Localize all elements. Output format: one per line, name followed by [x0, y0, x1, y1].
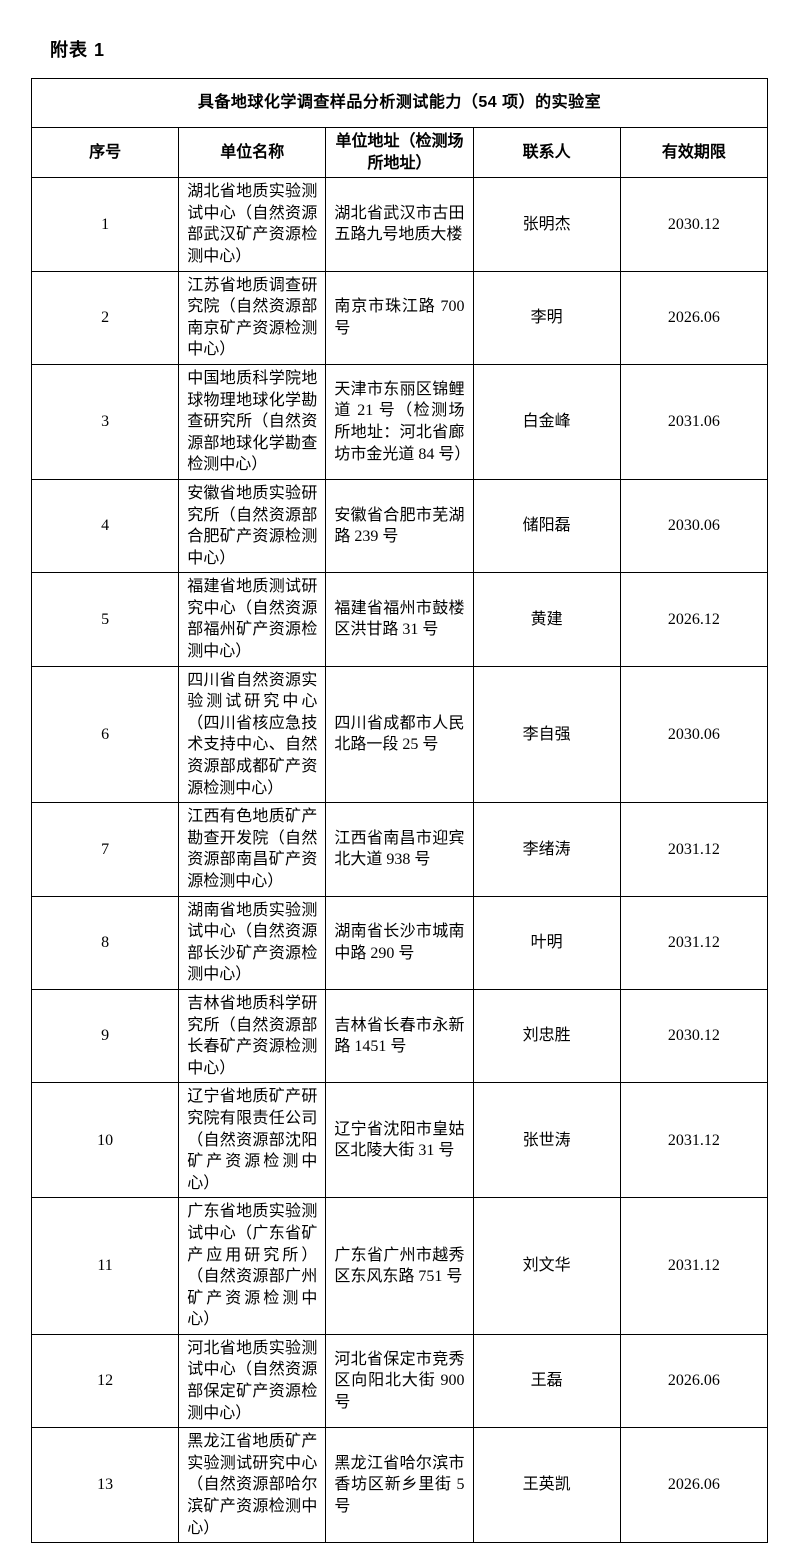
- table-row: 9 吉林省地质科学研究所（自然资源部长春矿产资源检测中心） 吉林省长春市永新路 …: [30, 988, 769, 1084]
- contact-cell: 张世涛: [472, 1082, 621, 1199]
- unit-name-cell: 吉林省地质科学研究所（自然资源部长春矿产资源检测中心）: [178, 988, 327, 1084]
- validity-cell: 2031.06: [619, 363, 769, 480]
- unit-address-cell: 南京市珠江路 700 号: [325, 270, 474, 365]
- validity-cell: 2031.12: [619, 802, 769, 897]
- column-header-name: 单位名称: [178, 126, 327, 179]
- table-row: 10 辽宁省地质矿产研究院有限责任公司（自然资源部沈阳矿产资源检测中心） 辽宁省…: [30, 1082, 769, 1199]
- table-row: 4 安徽省地质实验研究所（自然资源部合肥矿产资源检测中心） 安徽省合肥市芜湖路 …: [30, 478, 769, 574]
- table-title-row: 具备地球化学调查样品分析测试能力（54 项）的实验室: [31, 78, 768, 128]
- unit-address-cell: 广东省广州市越秀区东风东路 751 号: [325, 1197, 474, 1335]
- table-row: 2 江苏省地质调查研究院（自然资源部南京矿产资源检测中心） 南京市珠江路 700…: [30, 270, 769, 365]
- row-index-cell: 10: [30, 1082, 180, 1199]
- row-index-cell: 13: [30, 1427, 180, 1543]
- table-row: 11 广东省地质实验测试中心（广东省矿产应用研究所）（自然资源部广州矿产资源检测…: [30, 1197, 769, 1335]
- unit-name-cell: 河北省地质实验测试中心（自然资源部保定矿产资源检测中心）: [178, 1333, 327, 1429]
- column-header-contact: 联系人: [472, 126, 621, 179]
- row-index-cell: 11: [30, 1197, 180, 1335]
- unit-name-cell: 湖北省地质实验测试中心（自然资源部武汉矿产资源检测中心）: [178, 177, 327, 272]
- unit-name-cell: 福建省地质测试研究中心（自然资源部福州矿产资源检测中心）: [178, 572, 327, 667]
- row-index-cell: 2: [30, 270, 180, 365]
- unit-name-cell: 四川省自然资源实验测试研究中心（四川省核应急技术支持中心、自然资源部成都矿产资源…: [178, 665, 327, 804]
- row-index-cell: 1: [30, 177, 180, 272]
- table-row: 13 黑龙江省地质矿产实验测试研究中心（自然资源部哈尔滨矿产资源检测中心） 黑龙…: [30, 1427, 769, 1543]
- row-index-cell: 7: [30, 802, 180, 897]
- unit-address-cell: 黑龙江省哈尔滨市香坊区新乡里街 5 号: [325, 1427, 474, 1543]
- contact-cell: 李明: [472, 270, 621, 365]
- unit-address-cell: 天津市东丽区锦鲤道 21 号（检测场所地址：河北省廊坊市金光道 84 号）: [325, 363, 474, 480]
- unit-address-cell: 福建省福州市鼓楼区洪甘路 31 号: [325, 572, 474, 667]
- validity-cell: 2031.12: [619, 1082, 769, 1199]
- row-index-cell: 5: [30, 572, 180, 667]
- table-title: 具备地球化学调查样品分析测试能力（54 项）的实验室: [31, 78, 768, 128]
- table-row: 6 四川省自然资源实验测试研究中心（四川省核应急技术支持中心、自然资源部成都矿产…: [30, 665, 769, 804]
- validity-cell: 2026.06: [619, 1427, 769, 1543]
- document-page: { "page": { "label": "附表 1" }, "table": …: [30, 40, 769, 1543]
- unit-address-cell: 湖南省长沙市城南中路 290 号: [325, 895, 474, 990]
- row-index-cell: 4: [30, 478, 180, 574]
- unit-name-cell: 广东省地质实验测试中心（广东省矿产应用研究所）（自然资源部广州矿产资源检测中心）: [178, 1197, 327, 1335]
- contact-cell: 张明杰: [472, 177, 621, 272]
- contact-cell: 李绪涛: [472, 802, 621, 897]
- validity-cell: 2026.06: [619, 270, 769, 365]
- validity-cell: 2030.12: [619, 177, 769, 272]
- unit-address-cell: 四川省成都市人民北路一段 25 号: [325, 665, 474, 804]
- validity-cell: 2031.12: [619, 1197, 769, 1335]
- row-index-cell: 3: [30, 363, 180, 480]
- unit-name-cell: 江苏省地质调查研究院（自然资源部南京矿产资源检测中心）: [178, 270, 327, 365]
- row-index-cell: 9: [30, 988, 180, 1084]
- validity-cell: 2030.06: [619, 478, 769, 574]
- contact-cell: 刘文华: [472, 1197, 621, 1335]
- validity-cell: 2030.12: [619, 988, 769, 1084]
- unit-name-cell: 安徽省地质实验研究所（自然资源部合肥矿产资源检测中心）: [178, 478, 327, 574]
- appendix-label: 附表 1: [50, 40, 106, 60]
- validity-cell: 2026.06: [619, 1333, 769, 1429]
- contact-cell: 李自强: [472, 665, 621, 804]
- table-row: 1 湖北省地质实验测试中心（自然资源部武汉矿产资源检测中心） 湖北省武汉市古田五…: [30, 177, 769, 272]
- table-row: 8 湖南省地质实验测试中心（自然资源部长沙矿产资源检测中心） 湖南省长沙市城南中…: [30, 895, 769, 990]
- table-row: 12 河北省地质实验测试中心（自然资源部保定矿产资源检测中心） 河北省保定市竞秀…: [30, 1333, 769, 1429]
- column-header-row: 序号 单位名称 单位地址（检测场所地址） 联系人 有效期限: [30, 126, 769, 179]
- lab-capability-table: 具备地球化学调查样品分析测试能力（54 项）的实验室 序号 单位名称 单位地址（…: [30, 78, 769, 1543]
- column-header-address: 单位地址（检测场所地址）: [325, 126, 474, 179]
- table-head: 具备地球化学调查样品分析测试能力（54 项）的实验室 序号 单位名称 单位地址（…: [30, 78, 769, 179]
- row-index-cell: 6: [30, 665, 180, 804]
- unit-name-cell: 黑龙江省地质矿产实验测试研究中心（自然资源部哈尔滨矿产资源检测中心）: [178, 1427, 327, 1543]
- contact-cell: 刘忠胜: [472, 988, 621, 1084]
- table-row: 5 福建省地质测试研究中心（自然资源部福州矿产资源检测中心） 福建省福州市鼓楼区…: [30, 572, 769, 667]
- unit-address-cell: 吉林省长春市永新路 1451 号: [325, 988, 474, 1084]
- column-header-no: 序号: [30, 126, 180, 179]
- unit-name-cell: 江西有色地质矿产勘查开发院（自然资源部南昌矿产资源检测中心）: [178, 802, 327, 897]
- table-row: 7 江西有色地质矿产勘查开发院（自然资源部南昌矿产资源检测中心） 江西省南昌市迎…: [30, 802, 769, 897]
- validity-cell: 2030.06: [619, 665, 769, 804]
- unit-address-cell: 湖北省武汉市古田五路九号地质大楼: [325, 177, 474, 272]
- validity-cell: 2031.12: [619, 895, 769, 990]
- validity-cell: 2026.12: [619, 572, 769, 667]
- contact-cell: 黄建: [472, 572, 621, 667]
- unit-name-cell: 辽宁省地质矿产研究院有限责任公司（自然资源部沈阳矿产资源检测中心）: [178, 1082, 327, 1199]
- unit-address-cell: 河北省保定市竞秀区向阳北大街 900 号: [325, 1333, 474, 1429]
- contact-cell: 王磊: [472, 1333, 621, 1429]
- column-header-validity: 有效期限: [619, 126, 769, 179]
- row-index-cell: 8: [30, 895, 180, 990]
- unit-name-cell: 湖南省地质实验测试中心（自然资源部长沙矿产资源检测中心）: [178, 895, 327, 990]
- table-body: 1 湖北省地质实验测试中心（自然资源部武汉矿产资源检测中心） 湖北省武汉市古田五…: [30, 177, 769, 1543]
- unit-address-cell: 江西省南昌市迎宾北大道 938 号: [325, 802, 474, 897]
- contact-cell: 储阳磊: [472, 478, 621, 574]
- unit-address-cell: 辽宁省沈阳市皇姑区北陵大街 31 号: [325, 1082, 474, 1199]
- unit-address-cell: 安徽省合肥市芜湖路 239 号: [325, 478, 474, 574]
- contact-cell: 白金峰: [472, 363, 621, 480]
- unit-name-cell: 中国地质科学院地球物理地球化学勘查研究所（自然资源部地球化学勘查检测中心）: [178, 363, 327, 480]
- contact-cell: 王英凯: [472, 1427, 621, 1543]
- contact-cell: 叶明: [472, 895, 621, 990]
- row-index-cell: 12: [30, 1333, 180, 1429]
- table-row: 3 中国地质科学院地球物理地球化学勘查研究所（自然资源部地球化学勘查检测中心） …: [30, 363, 769, 480]
